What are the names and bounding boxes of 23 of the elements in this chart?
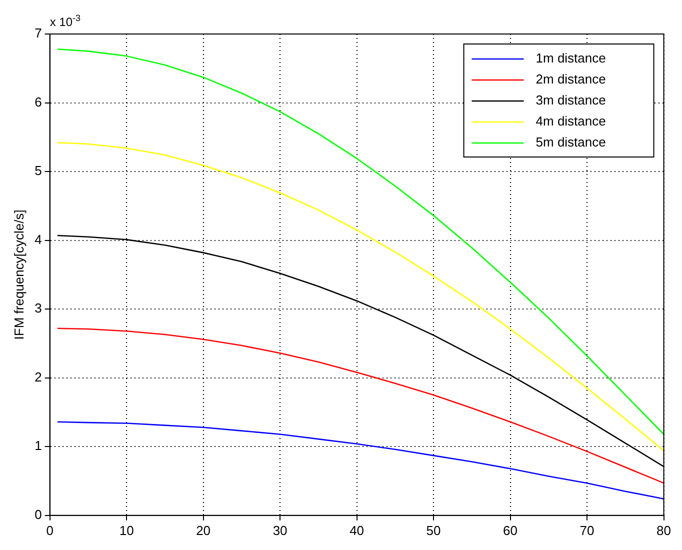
- x-tick-label: 70: [580, 522, 594, 538]
- y-tick-label: 7: [34, 26, 42, 41]
- x-tick-label: 0: [46, 522, 54, 538]
- x-tick-label: 20: [196, 522, 211, 538]
- y-tick-label: 3: [34, 300, 42, 316]
- legend-label: 1m distance: [536, 50, 606, 66]
- y-axis-title: IFM frequency[cycle/s]: [11, 210, 26, 340]
- x-tick-label: 30: [272, 522, 288, 538]
- x-tick-label: 60: [503, 522, 518, 538]
- y-tick-label: 6: [34, 94, 42, 110]
- legend-label: 2m distance: [536, 72, 606, 87]
- y-tick-label: 4: [34, 232, 42, 247]
- y-tick-label: 2: [34, 369, 42, 384]
- legend-label: 4m distance: [536, 114, 606, 129]
- x-tick-label: 40: [350, 522, 364, 538]
- x-tick-label: 80: [656, 522, 672, 538]
- legend-label: 3m distance: [536, 92, 606, 108]
- y-tick-label: 0: [34, 506, 42, 522]
- y-tick-label: 5: [34, 163, 42, 178]
- legend-label: 5m distance: [536, 134, 606, 150]
- x-tick-label: 10: [119, 522, 134, 538]
- y-tick-label: 1: [34, 438, 42, 454]
- x-tick-label: 50: [426, 522, 441, 538]
